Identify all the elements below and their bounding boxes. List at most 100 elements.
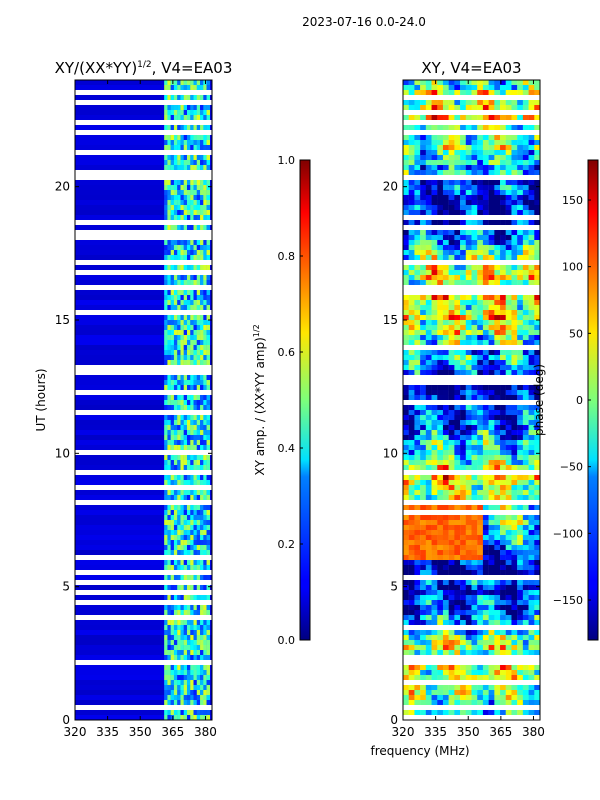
heatmap-cell — [408, 695, 415, 701]
heatmap-cell — [196, 495, 201, 501]
heatmap-row — [403, 460, 540, 466]
heatmap-cell — [403, 700, 409, 706]
heatmap-cell — [200, 330, 204, 336]
heatmap-cell — [494, 430, 501, 436]
heatmap-cell — [448, 100, 455, 106]
heatmap-cell — [196, 695, 201, 701]
heatmap-cell — [465, 405, 472, 411]
heatmap-cell — [403, 85, 409, 91]
heatmap-cell — [177, 240, 181, 246]
heatmap-cell — [425, 100, 432, 106]
heatmap-cell — [522, 430, 529, 436]
heatmap-cell — [414, 230, 421, 236]
heatmap-cell — [448, 320, 455, 326]
heatmap-cell — [173, 155, 178, 161]
heatmap-row — [403, 180, 540, 186]
heatmap-cell — [203, 325, 207, 331]
heatmap-cell — [505, 600, 512, 606]
heatmap-cell — [448, 620, 455, 626]
heatmap-cell — [488, 310, 495, 316]
heatmap-cell — [534, 545, 540, 551]
heatmap-cell — [408, 160, 415, 166]
heatmap-cell — [177, 115, 181, 121]
heatmap-cell — [511, 305, 518, 311]
heatmap-cell — [420, 270, 427, 276]
heatmap-cell — [186, 115, 191, 121]
heatmap-cell — [488, 440, 495, 446]
heatmap-cell — [471, 600, 478, 606]
heatmap-cell — [488, 685, 495, 691]
heatmap-cell — [442, 615, 449, 621]
flagged-row — [75, 285, 212, 291]
heatmap-cell — [203, 645, 207, 651]
heatmap-cell — [200, 695, 204, 701]
heatmap-cell — [190, 240, 194, 246]
heatmap-cell — [448, 335, 455, 341]
heatmap-cell — [494, 585, 501, 591]
heatmap-cell — [200, 80, 204, 86]
heatmap-cell — [203, 275, 207, 281]
heatmap-cell — [200, 475, 204, 481]
heatmap-cell — [414, 520, 421, 526]
heatmap-cell — [425, 425, 432, 431]
heatmap-cell — [420, 645, 427, 651]
heatmap-cell — [488, 275, 495, 281]
heatmap-row — [75, 90, 212, 96]
heatmap-cell — [500, 685, 506, 691]
heatmap-cell — [522, 435, 529, 441]
heatmap-cell — [448, 145, 455, 151]
heatmap-cell — [528, 415, 535, 421]
x-tick-label: 335 — [424, 725, 447, 739]
heatmap-cell — [75, 620, 212, 626]
heatmap-cell — [437, 145, 444, 151]
heatmap-cell — [190, 605, 194, 611]
heatmap-cell — [167, 380, 171, 386]
heatmap-cell — [206, 630, 211, 636]
heatmap-cell — [488, 155, 495, 161]
heatmap-cell — [500, 265, 506, 271]
heatmap-cell — [420, 700, 427, 706]
heatmap-cell — [425, 535, 432, 541]
heatmap-cell — [494, 460, 501, 466]
heatmap-cell — [528, 100, 535, 106]
heatmap-cell — [414, 305, 421, 311]
heatmap-cell — [164, 495, 168, 501]
heatmap-cell — [471, 355, 478, 361]
heatmap-cell — [437, 685, 444, 691]
heatmap-cell — [488, 590, 495, 596]
heatmap-cell — [442, 460, 449, 466]
heatmap-cell — [522, 180, 529, 186]
heatmap-cell — [173, 635, 178, 641]
heatmap-cell — [511, 80, 518, 86]
heatmap-cell — [183, 640, 188, 646]
heatmap-cell — [454, 455, 461, 461]
heatmap-cell — [190, 585, 194, 591]
heatmap-cell — [528, 450, 535, 456]
heatmap-cell — [164, 505, 168, 511]
heatmap-cell — [448, 210, 455, 216]
heatmap-cell — [183, 605, 188, 611]
heatmap-cell — [442, 550, 449, 556]
heatmap-cell — [408, 140, 415, 146]
heatmap-cell — [528, 265, 535, 271]
heatmap-cell — [408, 670, 415, 676]
heatmap-cell — [437, 580, 444, 586]
heatmap-cell — [471, 690, 478, 696]
heatmap-cell — [500, 315, 506, 321]
heatmap-cell — [408, 620, 415, 626]
heatmap-cell — [414, 450, 421, 456]
heatmap-cell — [534, 160, 540, 166]
heatmap-row — [403, 615, 540, 621]
heatmap-cell — [517, 415, 524, 421]
heatmap-cell — [477, 325, 484, 331]
heatmap-cell — [173, 525, 178, 531]
heatmap-cell — [471, 490, 478, 496]
heatmap-cell — [408, 405, 415, 411]
heatmap-cell — [494, 640, 501, 646]
y-tick-label: 20 — [383, 180, 398, 194]
heatmap-cell — [200, 535, 204, 541]
heatmap-cell — [437, 280, 444, 286]
heatmap-cell — [170, 135, 175, 141]
heatmap-cell — [465, 310, 472, 316]
heatmap-cell — [206, 320, 211, 326]
